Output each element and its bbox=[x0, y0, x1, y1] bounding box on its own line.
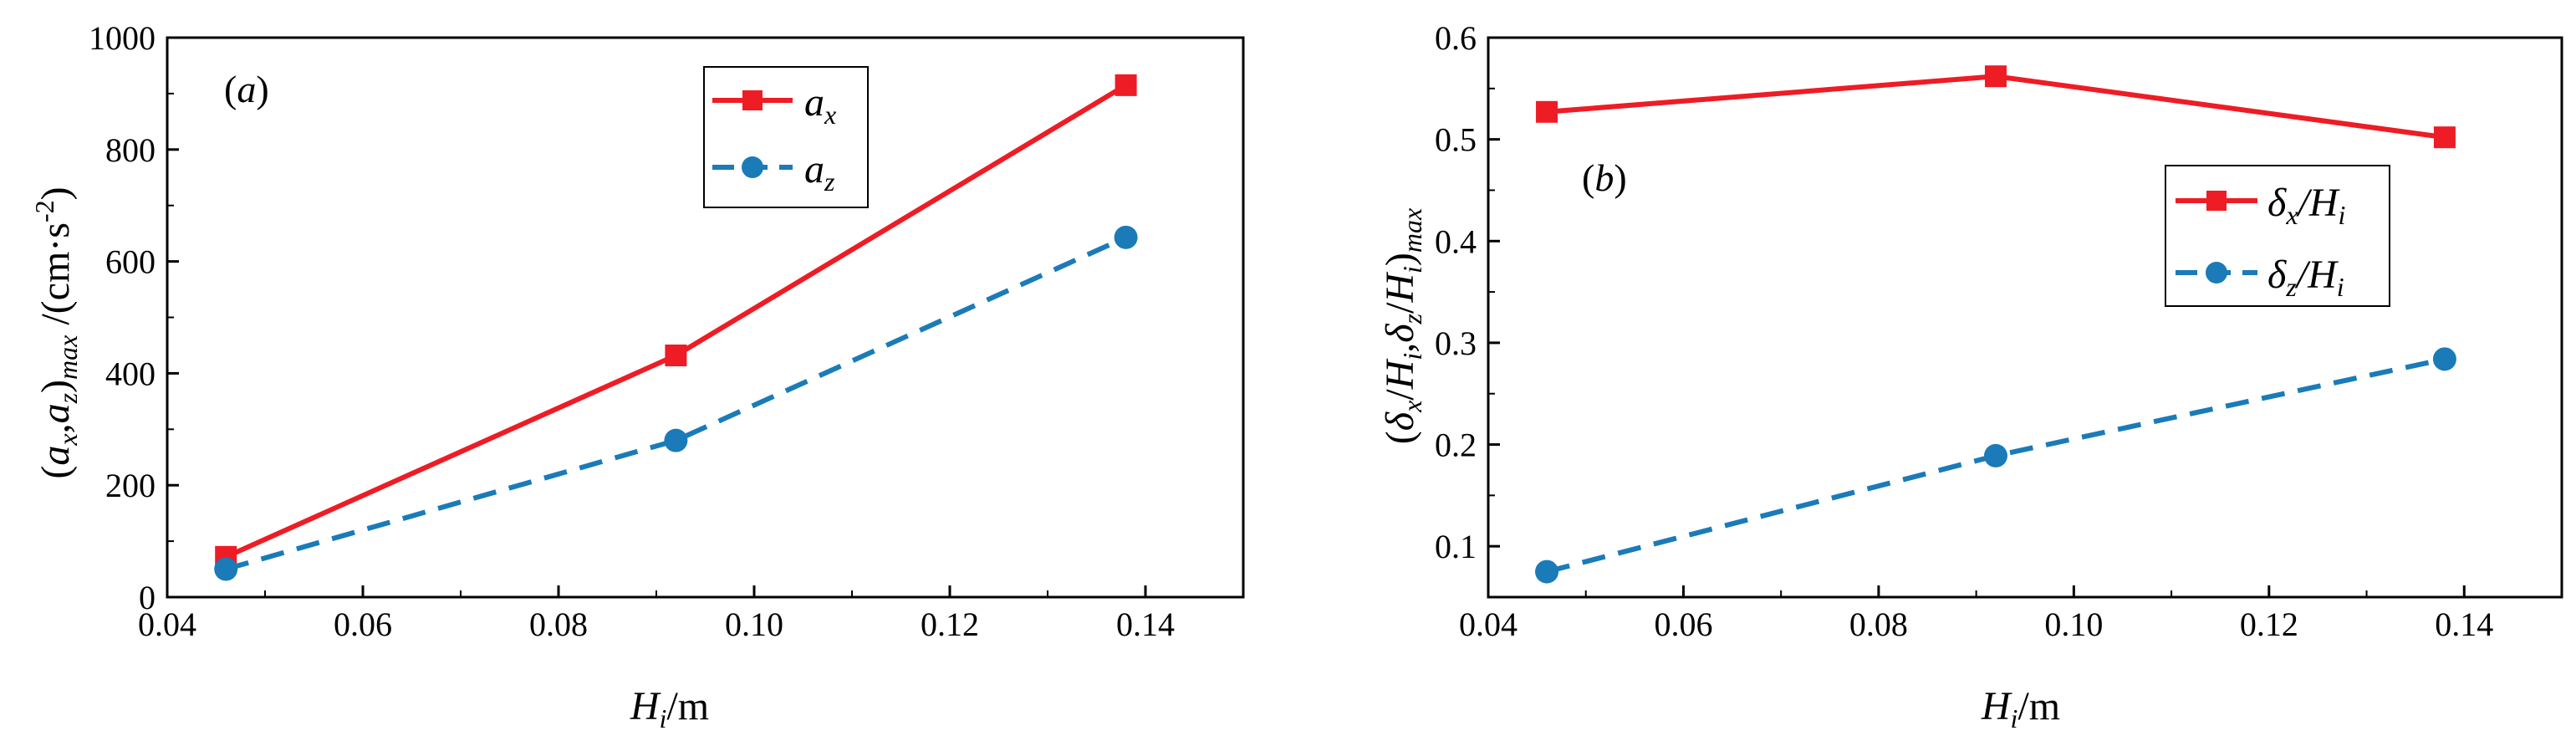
panel-b-x-axis-title: Hi/m bbox=[1981, 684, 2060, 733]
panel-a-series-0-line bbox=[224, 83, 1128, 559]
panel-a-plot-area: 0.04 0.06 0.08 0.10 0.12 0.14 0 200 400 600 800 100… bbox=[89, 19, 1245, 643]
panel-a-x-tick-label: 0.08 bbox=[529, 605, 588, 643]
panel-b-series-1-point bbox=[2432, 347, 2456, 371]
legend-dz-marker bbox=[2206, 262, 2227, 284]
panel-a-x-tick-label: 0.06 bbox=[334, 605, 392, 643]
panel-b-series-0-point bbox=[2433, 126, 2456, 149]
panel-a-label: (a) bbox=[224, 68, 269, 110]
panel-a-series-1-line bbox=[225, 235, 1127, 572]
panel-b-y-tick-label: 0.4 bbox=[1435, 222, 1477, 260]
panel-b-x-tick-label: 0.04 bbox=[1459, 605, 1518, 643]
panel-a-y-tick-label: 600 bbox=[105, 243, 156, 281]
panel-b-x-tick-label: 0.10 bbox=[2044, 605, 2103, 643]
panel-a-series-1-point bbox=[1114, 225, 1138, 249]
panel-a-series-0-point bbox=[665, 344, 687, 366]
panel-b-y-axis-title: (δx/Hi,δz/Hi)max bbox=[1378, 208, 1427, 444]
panel-a-y-tick-label: 800 bbox=[105, 131, 156, 169]
panel-a-y-tick-label: 400 bbox=[105, 355, 156, 392]
panel-b-series-0-point bbox=[1984, 65, 2007, 88]
panel-b: 0.04 0.06 0.08 0.10 0.12 0.14 0.1 0.2 0.3 0.4 0.5 0… bbox=[1378, 19, 2563, 733]
panel-a-x-tick-label: 0.04 bbox=[138, 605, 196, 643]
panel-b-y-tick-label: 0.6 bbox=[1435, 19, 1477, 57]
panel-a-x-tick-label: 0.12 bbox=[921, 605, 979, 643]
panel-a-x-tick-label: 0.14 bbox=[1116, 605, 1175, 643]
panel-a: 0.04 0.06 0.08 0.10 0.12 0.14 0 200 400 600 800 100… bbox=[29, 19, 1245, 733]
panel-a-y-axis-title: (ax,az)max /(cm·s-2) bbox=[29, 186, 83, 478]
panel-b-series-0-point bbox=[1536, 100, 1558, 123]
legend-dx-label: δx/Hi bbox=[2267, 181, 2345, 230]
legend-ax-label: ax bbox=[804, 80, 836, 130]
panel-a-y-tick-label: 1000 bbox=[89, 19, 156, 57]
panel-b-x-tick-label: 0.08 bbox=[1849, 605, 1908, 643]
panel-b-series-1-point bbox=[1535, 559, 1559, 584]
panel-b-y-tick-label: 0.2 bbox=[1435, 427, 1477, 464]
panel-a-series-1-point bbox=[214, 557, 238, 581]
panel-b-frame bbox=[1487, 36, 2563, 599]
panel-b-label: (b) bbox=[1582, 156, 1627, 199]
panel-a-y-tick-label: 200 bbox=[105, 467, 156, 504]
panel-b-y-tick-label: 0.3 bbox=[1435, 324, 1477, 362]
panel-a-series-0-point bbox=[1115, 74, 1137, 96]
panel-a-legend-box bbox=[703, 66, 869, 208]
panel-a-legend: ax az bbox=[703, 66, 869, 208]
panel-b-x-tick-label: 0.14 bbox=[2435, 605, 2493, 643]
panel-b-plot-area: 0.04 0.06 0.08 0.10 0.12 0.14 0.1 0.2 0.3 0.4 0.5 0… bbox=[1435, 19, 2563, 643]
panel-a-x-axis-title: Hi/m bbox=[630, 684, 709, 733]
legend-az-label: az bbox=[804, 147, 835, 197]
panel-b-y-tick-label: 0.5 bbox=[1435, 121, 1477, 159]
panel-a-x-tick-label: 0.10 bbox=[725, 605, 783, 643]
panel-a-series-1-point bbox=[664, 428, 688, 452]
panel-a-y-tick-label: 0 bbox=[139, 579, 156, 616]
legend-dz-label: δz/Hi bbox=[2267, 253, 2344, 302]
legend-ax-marker bbox=[742, 90, 763, 110]
panel-b-x-tick-label: 0.06 bbox=[1654, 605, 1712, 643]
panel-b-series-1-point bbox=[1983, 443, 2007, 467]
panel-b-legend-box bbox=[2165, 165, 2390, 307]
panel-b-y-tick-label: 0.1 bbox=[1435, 528, 1477, 565]
panel-b-legend: δx/Hi δz/Hi bbox=[2165, 165, 2390, 307]
legend-dx-marker bbox=[2206, 191, 2227, 211]
legend-az-marker bbox=[742, 156, 763, 178]
panel-b-x-tick-label: 0.12 bbox=[2240, 605, 2298, 643]
